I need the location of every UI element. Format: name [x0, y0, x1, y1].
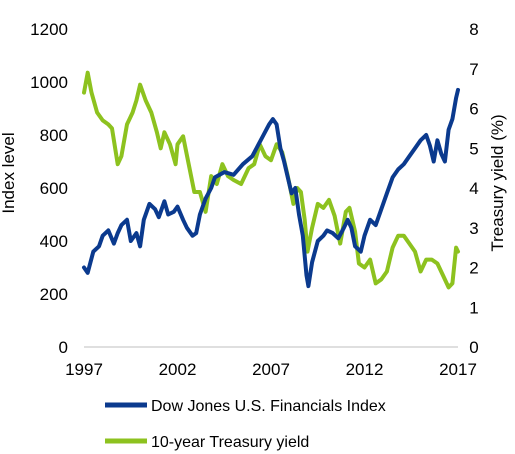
- y-left-axis-title: Index level: [0, 132, 18, 213]
- series-line-financials-index: [82, 87, 460, 289]
- legend-item-treasury-yield: 10-year Treasury yield: [105, 434, 309, 451]
- y-right-tick-label: 1: [469, 298, 478, 317]
- x-tick-label: 2012: [346, 360, 384, 379]
- y-right-axis-title: Treasury yield (%): [488, 114, 507, 251]
- x-tick-label: 2017: [439, 360, 477, 379]
- y-right-tick-label: 8: [469, 20, 478, 39]
- y-left-tick-label: 1000: [30, 73, 68, 92]
- x-tick-label: 2007: [252, 360, 290, 379]
- legend-item-financials-index: Dow Jones U.S. Financials Index: [105, 398, 386, 415]
- y-right-tick-labels: 0 1 2 3 4 5 6 7 8: [469, 20, 478, 357]
- legend: Dow Jones U.S. Financials Index 10-year …: [105, 398, 386, 451]
- y-right-tick-label: 4: [469, 179, 478, 198]
- x-tick-labels: 1997 2002 2007 2012 2017: [65, 360, 477, 379]
- y-right-tick-label: 7: [469, 60, 478, 79]
- y-right-tick-label: 6: [469, 100, 478, 119]
- y-right-tick-label: 2: [469, 259, 478, 278]
- y-left-tick-label: 600: [40, 179, 68, 198]
- y-right-tick-label: 0: [469, 338, 478, 357]
- y-left-tick-label: 800: [40, 126, 68, 145]
- y-left-tick-labels: 0 200 400 600 800 1000 1200: [30, 20, 68, 357]
- y-right-tick-label: 3: [469, 219, 478, 238]
- y-right-tick-label: 5: [469, 139, 478, 158]
- legend-label-financials-index: Dow Jones U.S. Financials Index: [151, 398, 386, 415]
- y-left-tick-label: 0: [59, 338, 68, 357]
- y-left-tick-label: 1200: [30, 20, 68, 39]
- x-tick-label: 1997: [65, 360, 103, 379]
- series-layer: [82, 70, 460, 290]
- y-left-tick-label: 200: [40, 285, 68, 304]
- y-left-tick-label: 400: [40, 232, 68, 251]
- series-line-treasury-yield: [82, 70, 460, 290]
- x-tick-label: 2002: [159, 360, 197, 379]
- legend-label-treasury-yield: 10-year Treasury yield: [151, 434, 309, 451]
